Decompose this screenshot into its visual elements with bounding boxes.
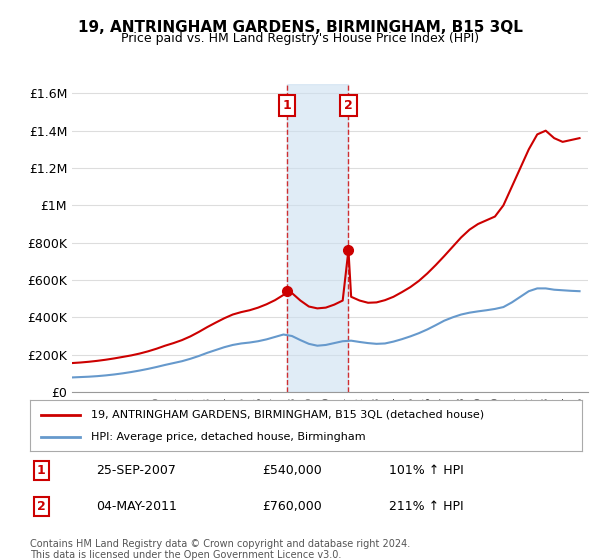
Text: £760,000: £760,000 xyxy=(262,500,322,513)
Text: 1: 1 xyxy=(283,99,292,112)
Text: 04-MAY-2011: 04-MAY-2011 xyxy=(96,500,177,513)
Text: 19, ANTRINGHAM GARDENS, BIRMINGHAM, B15 3QL (detached house): 19, ANTRINGHAM GARDENS, BIRMINGHAM, B15 … xyxy=(91,409,484,419)
Text: 25-SEP-2007: 25-SEP-2007 xyxy=(96,464,176,477)
Text: 101% ↑ HPI: 101% ↑ HPI xyxy=(389,464,464,477)
Text: 2: 2 xyxy=(344,99,353,112)
Text: Contains HM Land Registry data © Crown copyright and database right 2024.
This d: Contains HM Land Registry data © Crown c… xyxy=(30,539,410,560)
Text: 2: 2 xyxy=(37,500,46,513)
Bar xyxy=(287,84,349,392)
Text: £540,000: £540,000 xyxy=(262,464,322,477)
Text: HPI: Average price, detached house, Birmingham: HPI: Average price, detached house, Birm… xyxy=(91,432,365,442)
Text: 19, ANTRINGHAM GARDENS, BIRMINGHAM, B15 3QL: 19, ANTRINGHAM GARDENS, BIRMINGHAM, B15 … xyxy=(77,20,523,35)
Text: 211% ↑ HPI: 211% ↑ HPI xyxy=(389,500,463,513)
Text: Price paid vs. HM Land Registry's House Price Index (HPI): Price paid vs. HM Land Registry's House … xyxy=(121,32,479,45)
Text: 1: 1 xyxy=(37,464,46,477)
